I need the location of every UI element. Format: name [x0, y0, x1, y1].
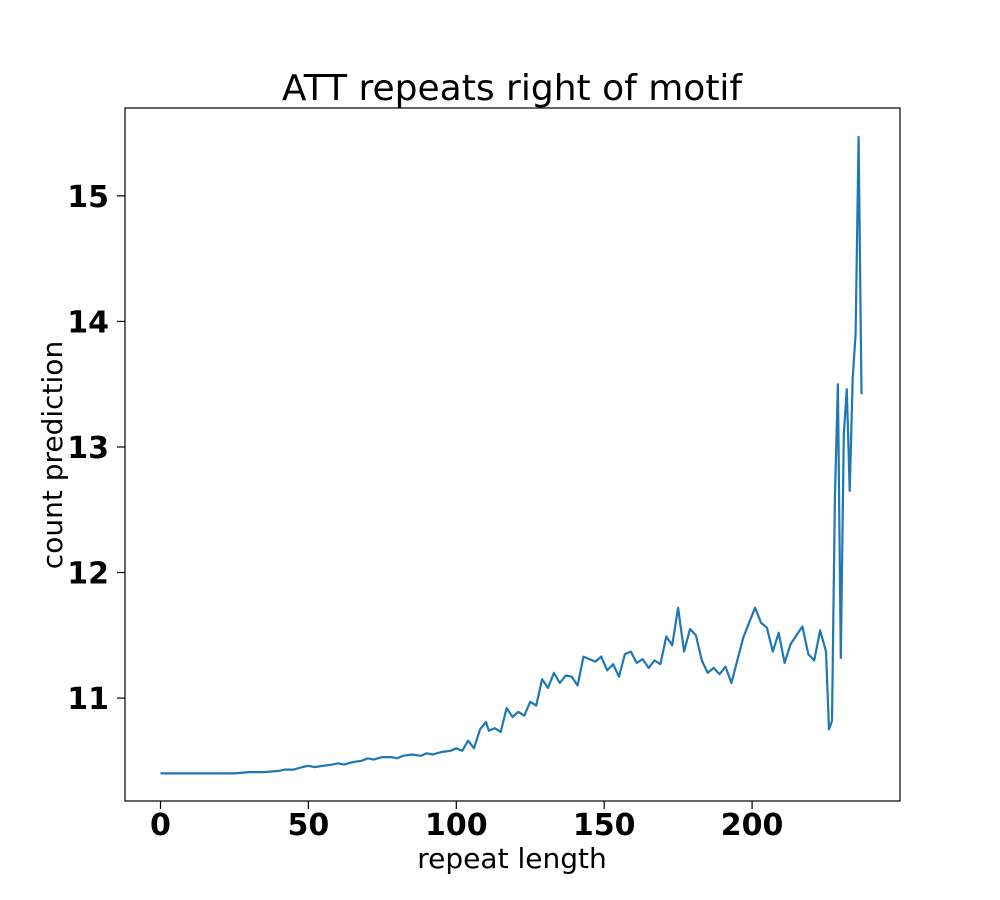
x-axis: 0 50 100 150 200	[150, 801, 783, 843]
x-tick-label: 0	[150, 808, 171, 843]
x-tick-label: 150	[573, 808, 636, 843]
x-tick-label: 100	[425, 808, 488, 843]
plot-area-frame	[124, 107, 901, 802]
y-tick-label: 11	[67, 682, 109, 717]
x-axis-label: repeat length	[417, 842, 606, 875]
y-tick-label: 13	[67, 431, 109, 466]
y-axis-label: count prediction	[36, 341, 69, 569]
y-tick-label: 15	[67, 180, 109, 215]
series-line	[160, 135, 863, 775]
x-tick-label: 50	[288, 808, 330, 843]
y-tick-label: 14	[67, 305, 109, 340]
y-axis: 11 12 13 14 15	[67, 180, 125, 717]
y-tick-label: 12	[67, 557, 109, 592]
chart-title: ATT repeats right of motif	[282, 68, 744, 109]
x-tick-label: 200	[721, 808, 784, 843]
